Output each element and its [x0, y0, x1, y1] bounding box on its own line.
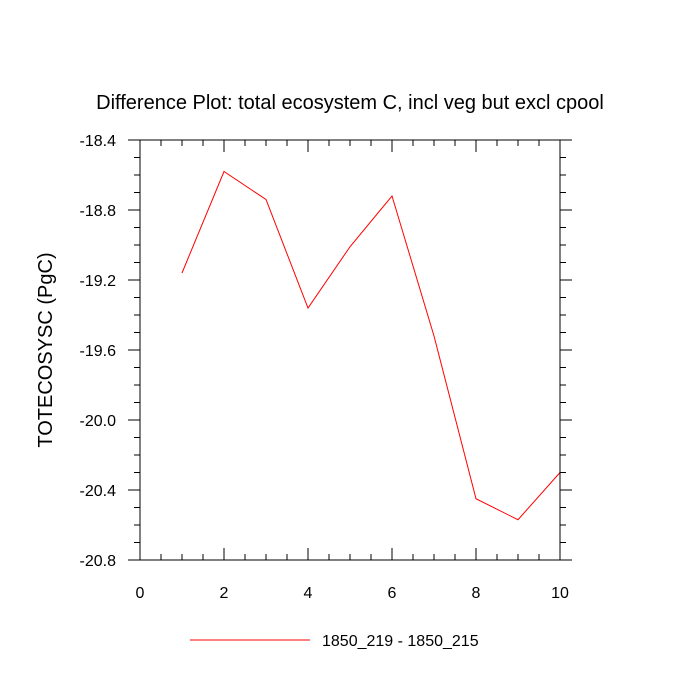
y-tick-label: -18.8	[80, 203, 117, 220]
y-tick-label: -19.2	[80, 273, 117, 290]
x-tick-labels: 0 2 4 6 8 10	[136, 585, 569, 602]
legend: 1850_219 - 1850_215	[190, 633, 479, 650]
y-tick-label: -19.6	[80, 343, 117, 360]
plot-frame	[139, 139, 561, 561]
major-ticks	[128, 139, 572, 561]
x-tick-label: 0	[136, 585, 145, 602]
y-axis-label: TOTECOSYSC (PgC)	[35, 252, 57, 447]
legend-label: 1850_219 - 1850_215	[322, 633, 479, 650]
x-tick-label: 10	[551, 585, 569, 602]
y-tick-label: -18.4	[80, 133, 117, 150]
x-tick-label: 4	[304, 585, 313, 602]
chart-title: Difference Plot: total ecosystem C, incl…	[96, 92, 604, 114]
minor-ticks	[134, 139, 566, 561]
y-tick-label: -20.4	[80, 483, 117, 500]
series-line-0	[181, 170, 561, 521]
y-tick-label: -20.0	[80, 413, 117, 430]
y-tick-labels: -18.4 -18.8 -19.2 -19.6 -20.0 -20.4 -20.8	[80, 133, 117, 570]
x-tick-label: 6	[388, 585, 397, 602]
y-tick-label: -20.8	[80, 553, 117, 570]
x-tick-label: 2	[220, 585, 229, 602]
x-tick-label: 8	[472, 585, 481, 602]
series-layer	[181, 170, 561, 521]
